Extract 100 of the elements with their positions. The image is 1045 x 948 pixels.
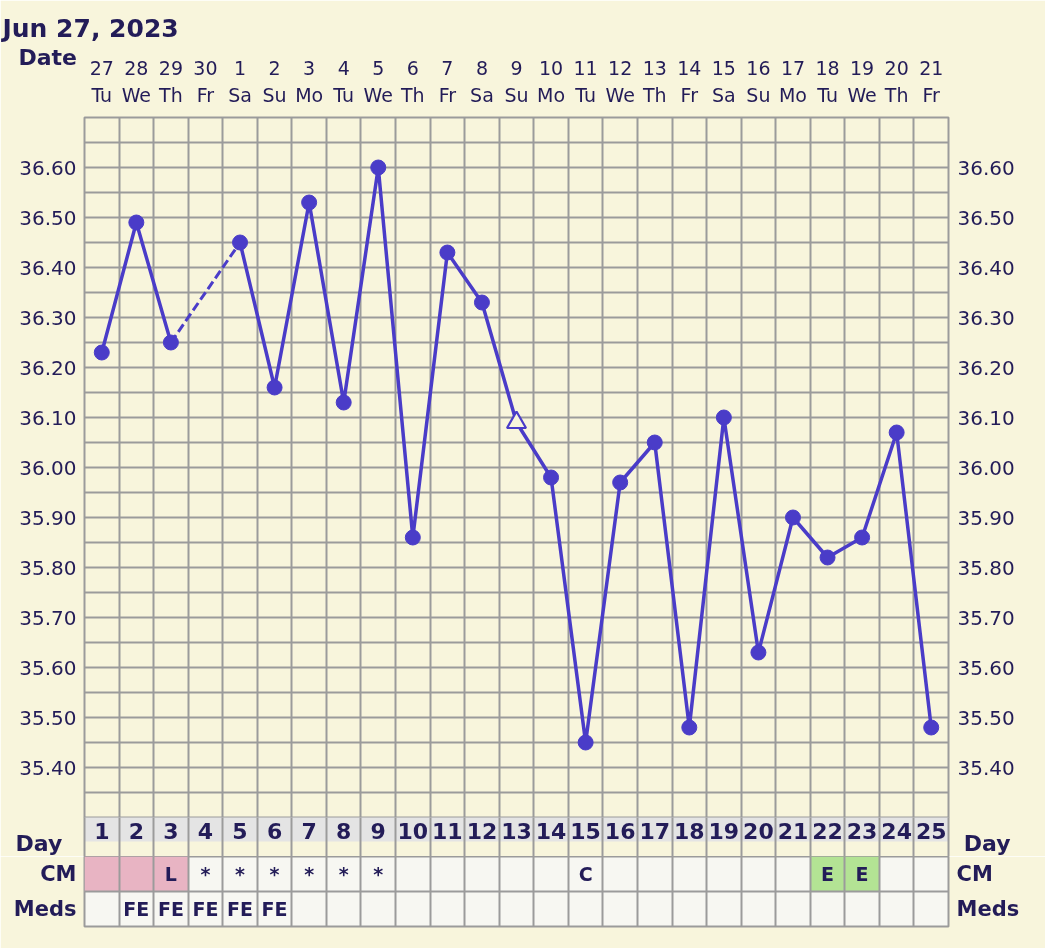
point bbox=[93, 344, 110, 361]
x-tick-label: 19 We bbox=[847, 57, 877, 106]
x2-tick-label: 10 bbox=[397, 818, 429, 844]
point bbox=[715, 409, 732, 426]
y2-tick-label: 36.40 bbox=[957, 255, 1015, 280]
x2-tick-label: 3 bbox=[163, 818, 179, 844]
text: C bbox=[578, 863, 593, 885]
x-tick-label: 6 Th bbox=[400, 57, 425, 106]
x-tick-label: 21 Fr bbox=[919, 57, 944, 106]
x-tick-label: 11 Tu bbox=[573, 57, 598, 106]
x2-tick-label: 9 bbox=[370, 818, 386, 844]
point bbox=[439, 244, 456, 261]
x-tick-label: 1 Sa bbox=[228, 57, 252, 106]
text: E bbox=[821, 863, 835, 885]
x-tick-label: 20 Th bbox=[883, 57, 909, 106]
point bbox=[404, 529, 421, 546]
x-tick-label: 13 Th bbox=[641, 57, 667, 106]
y2-tick-label: 36.10 bbox=[957, 405, 1015, 430]
x2-tick-label: 25 bbox=[915, 818, 947, 844]
point bbox=[370, 159, 387, 176]
x2-tick-label: 5 bbox=[232, 818, 248, 844]
x2-tick-label: 7 bbox=[301, 818, 317, 844]
x-tick-label: 28 We bbox=[121, 57, 152, 106]
y-tick-label: 36.30 bbox=[19, 305, 77, 330]
chart-title: Jun 27, 2023 bbox=[0, 13, 179, 43]
y-tick-label: 35.80 bbox=[19, 555, 77, 580]
x2-tick-label: 11 bbox=[432, 818, 463, 844]
y2-tick-label: 35.80 bbox=[957, 555, 1015, 580]
x2-tick-label: 13 bbox=[501, 818, 532, 844]
y2-tick-label: 35.50 bbox=[957, 705, 1015, 730]
y-tick-label: 36.60 bbox=[19, 155, 77, 180]
point bbox=[612, 474, 629, 491]
x-tick-label: 7 Fr bbox=[438, 57, 457, 106]
y2-tick-label: 35.60 bbox=[957, 655, 1015, 680]
x2-tick-label: 6 bbox=[266, 818, 283, 844]
y-tick-label: 36.20 bbox=[19, 355, 77, 380]
x2-tick-label: 16 bbox=[604, 818, 636, 844]
y-tick-label: 36.10 bbox=[19, 405, 77, 430]
category-label: Meds bbox=[956, 897, 1020, 921]
x2-tick-label: 2 bbox=[128, 818, 144, 844]
text: * bbox=[373, 863, 384, 885]
point bbox=[854, 529, 871, 546]
text: FE bbox=[227, 898, 254, 920]
point bbox=[819, 549, 836, 566]
x-tick-label: 27 Tu bbox=[89, 57, 114, 106]
x-tick-label: 10 Mo bbox=[537, 57, 566, 106]
y2-tick-label: 35.40 bbox=[957, 755, 1015, 780]
point bbox=[784, 509, 801, 526]
point bbox=[162, 334, 179, 351]
y2-tick-label: 36.20 bbox=[957, 355, 1015, 380]
x-tick-label: 15 Sa bbox=[711, 57, 736, 106]
category-label: CM bbox=[956, 862, 993, 886]
y2-tick-label: 36.00 bbox=[957, 455, 1015, 480]
y-tick-label: 35.70 bbox=[19, 605, 77, 630]
y-tick-label: 36.40 bbox=[19, 255, 77, 280]
y2-tick-label: 36.50 bbox=[957, 205, 1015, 230]
point bbox=[646, 434, 663, 451]
y-tick-label: 35.90 bbox=[19, 505, 77, 530]
point bbox=[577, 734, 594, 751]
x2-tick-label: 14 bbox=[535, 818, 567, 844]
x2-tick-label: 18 bbox=[673, 818, 705, 844]
y-tick-label: 35.60 bbox=[19, 655, 77, 680]
text: * bbox=[235, 863, 245, 885]
x-tick-label: 9 Su bbox=[504, 57, 529, 106]
x2-tick-label: 4 bbox=[197, 818, 214, 844]
text: L bbox=[164, 863, 177, 885]
point bbox=[335, 394, 352, 411]
x-tick-label: 30 Fr bbox=[193, 57, 218, 106]
point bbox=[681, 719, 698, 736]
x2-tick-label: 15 bbox=[570, 818, 601, 844]
x2-tick-label: 21 bbox=[777, 818, 809, 844]
point bbox=[750, 644, 767, 661]
text: FE bbox=[123, 898, 150, 920]
x-tick-label: 29 Th bbox=[158, 57, 183, 106]
x-tick-label: 2 Su bbox=[262, 57, 287, 106]
x-tick-label: 12 We bbox=[605, 57, 635, 106]
point bbox=[888, 424, 905, 441]
y2-tick-label: 36.60 bbox=[957, 155, 1015, 180]
x2-tick-label: 23 bbox=[846, 818, 878, 844]
y-tick-label: 35.50 bbox=[19, 705, 77, 730]
point bbox=[473, 294, 490, 311]
point bbox=[923, 719, 940, 736]
y2-tick-label: 36.30 bbox=[957, 305, 1015, 330]
x2-tick-label: 8 bbox=[336, 818, 352, 844]
x2-axis-title: Day bbox=[963, 830, 1011, 856]
x-tick-label: 8 Sa bbox=[470, 57, 494, 106]
point bbox=[543, 469, 560, 486]
point bbox=[301, 194, 318, 211]
x2-tick-label: 22 bbox=[812, 818, 843, 844]
x-tick-label: 5 We bbox=[363, 57, 393, 106]
category-label: CM bbox=[40, 862, 77, 886]
x2-tick-label: 17 bbox=[639, 818, 671, 844]
text: Day bbox=[15, 830, 63, 856]
x2-tick-label: 12 bbox=[466, 818, 498, 844]
x2-tick-label: 1 bbox=[94, 818, 110, 844]
point bbox=[266, 379, 283, 396]
y-tick-label: 36.00 bbox=[19, 455, 77, 480]
category-label: Meds bbox=[13, 897, 77, 921]
x-tick-label: 14 Fr bbox=[677, 57, 702, 106]
text: FE bbox=[157, 898, 184, 920]
